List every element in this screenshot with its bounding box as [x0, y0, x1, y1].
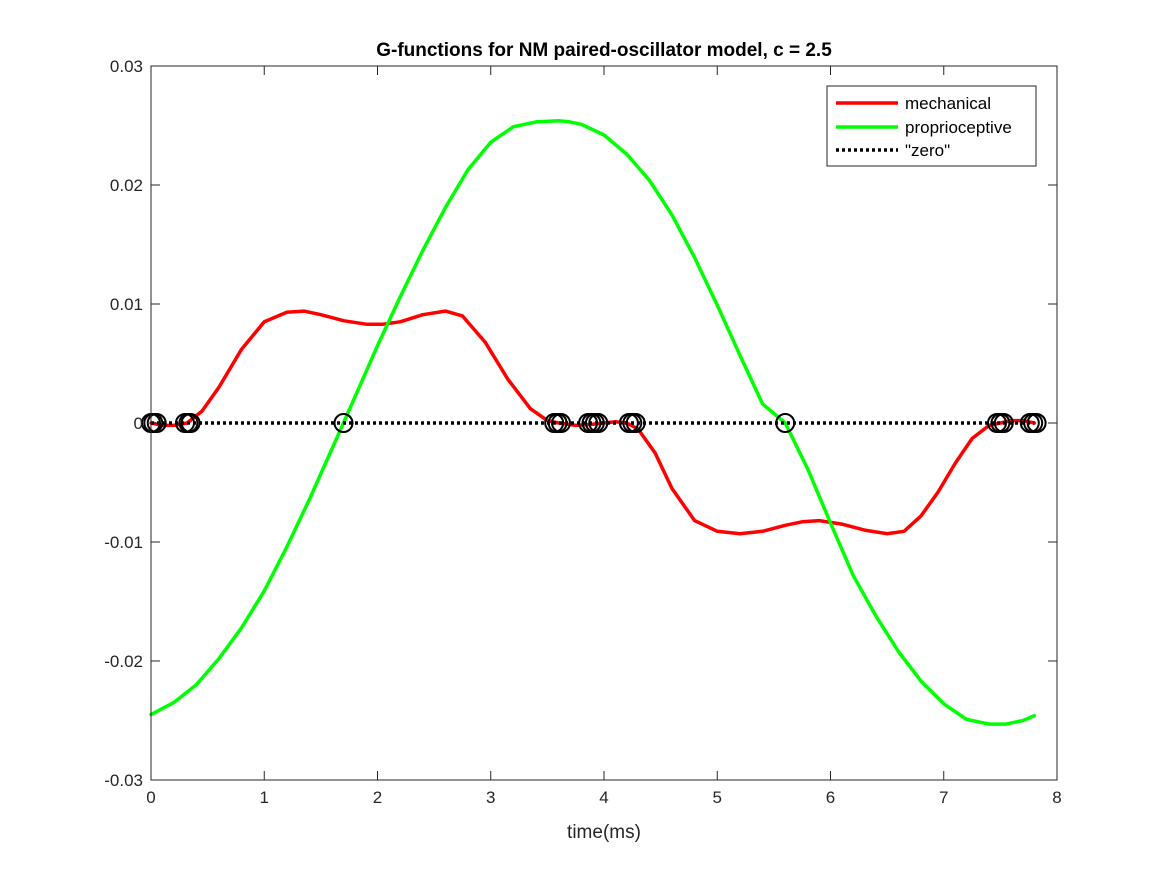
- y-tick-label: -0.03: [104, 771, 143, 790]
- y-tick-label: -0.02: [104, 652, 143, 671]
- axis-ticks: 0 1 2 3 4 5 6 7 8 -0.03 -0.02 -0.01 0 0.01 0.02 0.03: [104, 57, 1061, 807]
- y-tick-label: 0.03: [110, 57, 143, 76]
- x-tick-label: 5: [713, 788, 722, 807]
- zero-marker: [180, 413, 201, 433]
- x-tick-label: 6: [826, 788, 835, 807]
- x-tick-label: 0: [146, 788, 155, 807]
- x-tick-label: 2: [373, 788, 382, 807]
- zero-crossing-markers: [141, 413, 1047, 433]
- zero-marker: [333, 413, 354, 433]
- x-tick-label: 3: [486, 788, 495, 807]
- y-tick-label: 0: [134, 414, 143, 433]
- zero-marker: [551, 413, 571, 433]
- x-axis-label: time(ms): [567, 822, 641, 843]
- zero-marker: [625, 413, 646, 433]
- zero-marker: [993, 413, 1014, 433]
- chart-title: G-functions for NM paired-oscillator mod…: [376, 40, 832, 61]
- x-tick-label: 4: [599, 788, 608, 807]
- y-tick-label: -0.01: [104, 533, 143, 552]
- legend-label-zero: "zero": [905, 141, 950, 160]
- zero-marker: [588, 413, 609, 433]
- y-tick-label: 0.02: [110, 176, 143, 195]
- x-tick-label: 1: [260, 788, 269, 807]
- legend: mechanical proprioceptive "zero": [826, 85, 1037, 167]
- legend-label-proprioceptive: proprioceptive: [905, 118, 1012, 137]
- legend-label-mechanical: mechanical: [905, 94, 991, 113]
- y-tick-label: 0.01: [110, 295, 143, 314]
- series-line-proprioceptive: [149, 118, 1037, 726]
- x-tick-label: 8: [1052, 788, 1061, 807]
- zero-marker: [1026, 413, 1047, 433]
- x-tick-label: 7: [939, 788, 948, 807]
- zero-marker: [775, 413, 796, 433]
- zero-marker: [146, 413, 167, 433]
